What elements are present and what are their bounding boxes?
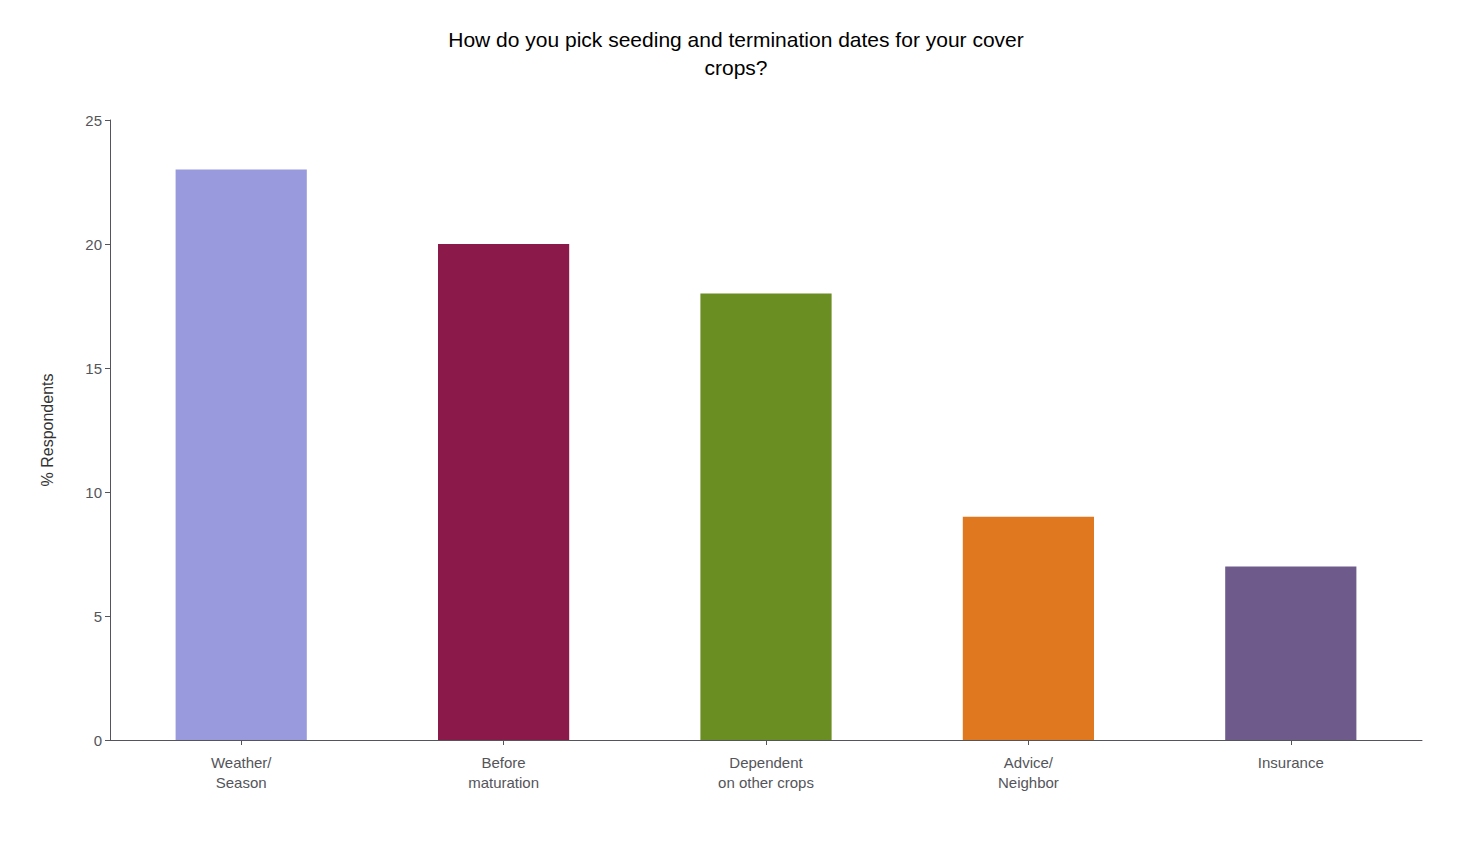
svg-text:Dependent: Dependent xyxy=(729,754,803,771)
svg-text:on other crops: on other crops xyxy=(718,774,814,791)
svg-text:Insurance: Insurance xyxy=(1258,754,1324,771)
svg-text:Weather/: Weather/ xyxy=(211,754,272,771)
svg-text:% Respondents: % Respondents xyxy=(39,374,56,487)
svg-text:Advice/: Advice/ xyxy=(1004,754,1054,771)
svg-text:Season: Season xyxy=(216,774,267,791)
svg-text:Before: Before xyxy=(481,754,525,771)
svg-text:maturation: maturation xyxy=(468,774,539,791)
svg-text:Neighbor: Neighbor xyxy=(998,774,1059,791)
svg-text:25: 25 xyxy=(85,112,102,129)
svg-text:10: 10 xyxy=(85,484,102,501)
svg-text:crops?: crops? xyxy=(704,56,767,79)
svg-text:15: 15 xyxy=(85,360,102,377)
svg-text:20: 20 xyxy=(85,236,102,253)
svg-text:How do you pick seeding and te: How do you pick seeding and termination … xyxy=(448,28,1023,51)
svg-text:5: 5 xyxy=(94,608,102,625)
svg-text:0: 0 xyxy=(94,732,102,749)
